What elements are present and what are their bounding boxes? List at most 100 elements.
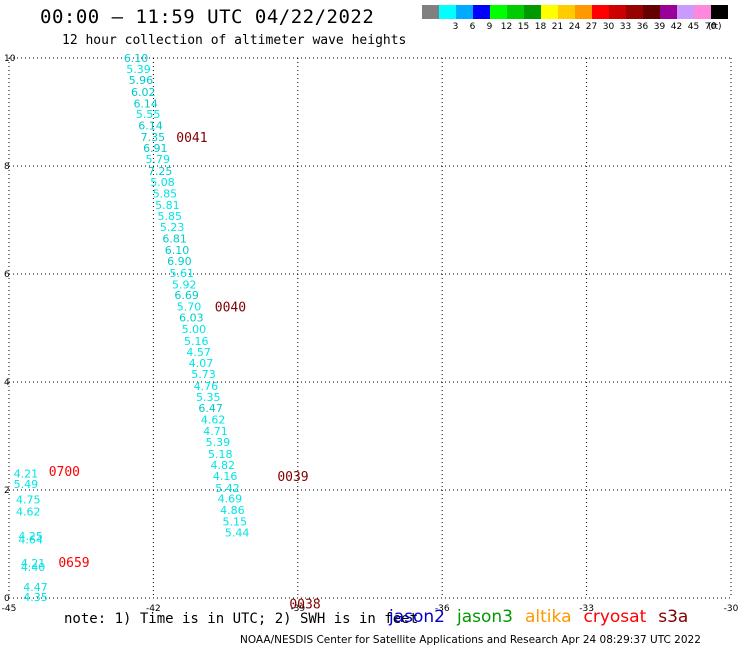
color-bin-label: 12 — [500, 22, 513, 32]
color-bin-label: 27 — [585, 22, 598, 32]
swh-value-label: 7.25 — [148, 165, 173, 178]
satellite-name: jason3 — [457, 607, 513, 627]
color-bin-label: 6 — [469, 22, 476, 32]
swh-value-label: 5.61 — [170, 267, 195, 280]
swh-value-label: 5.79 — [145, 153, 170, 166]
swh-value-label: 5.18 — [208, 448, 233, 461]
swh-value-label: 4.71 — [203, 425, 228, 438]
swh-value-label: 4.07 — [189, 357, 214, 370]
satellite-name: s3a — [658, 607, 689, 627]
time-label: 0040 — [215, 300, 246, 315]
swh-value-label: 5.73 — [191, 368, 216, 381]
color-swatch — [643, 5, 660, 19]
swh-value-label: 5.85 — [153, 188, 178, 201]
time-label: 0041 — [176, 131, 207, 146]
x-tick-label: -33 — [579, 604, 594, 614]
page-title: 00:00 – 11:59 UTC 04/22/2022 — [40, 6, 375, 28]
color-bin-label: 18 — [534, 22, 547, 32]
swh-value-label: 6.69 — [174, 289, 199, 302]
swh-value-label: 5.85 — [158, 210, 183, 223]
axes: -45 -42 -39 -36 -33 -30 0 2 4 6 8 10 — [2, 54, 739, 614]
x-tick-label: -39 — [290, 604, 305, 614]
x-tick-label: -30 — [724, 604, 739, 614]
color-swatch — [626, 5, 643, 19]
satellite-name: altika — [525, 607, 572, 627]
y-tick-label: 4 — [4, 378, 10, 388]
swh-value-label: 6.03 — [179, 312, 204, 325]
swh-value-label: 5.42 — [215, 482, 240, 495]
swh-value-label: 5.39 — [126, 63, 151, 76]
swh-value-label: 6.91 — [143, 142, 168, 155]
swh-value-label: 7.35 — [141, 131, 166, 144]
x-tick-label: -45 — [2, 604, 17, 614]
credit-line: NOAA/NESDIS Center for Satellite Applica… — [240, 634, 701, 646]
chart-note: note: 1) Time is in UTC; 2) SWH is in fe… — [64, 611, 419, 627]
color-bin-label: 24 — [568, 22, 581, 32]
color-swatch — [575, 5, 592, 19]
swh-value-label: 4.57 — [186, 346, 211, 359]
swh-value-label: 6.47 — [198, 402, 223, 415]
time-label: 0039 — [277, 470, 308, 485]
y-tick-label: 2 — [4, 486, 10, 496]
color-swatch — [592, 5, 609, 19]
swh-value-label: 4.62 — [16, 506, 41, 519]
color-swatch — [660, 5, 677, 19]
swh-value-label: 4.40 — [21, 561, 46, 574]
swh-value-label: 4.82 — [210, 459, 235, 472]
color-swatch — [541, 5, 558, 19]
color-swatch — [422, 5, 439, 19]
color-bin-label: 15 — [517, 22, 530, 32]
swh-value-label: 4.25 — [18, 530, 43, 543]
color-swatch — [558, 5, 575, 19]
swh-value-label: 6.10 — [124, 52, 149, 65]
swh-value-label: 4.75 — [16, 494, 41, 507]
color-swatch — [439, 5, 456, 19]
x-tick-label: -42 — [146, 604, 161, 614]
swh-value-label: 6.90 — [167, 255, 192, 268]
color-bin-label: 33 — [619, 22, 632, 32]
swh-value-label: 5.35 — [196, 391, 221, 404]
color-swatch — [677, 5, 694, 19]
color-bin-label: 39 — [653, 22, 666, 32]
color-bin-label: 21 — [551, 22, 564, 32]
color-bin-label: 3 — [452, 22, 459, 32]
color-bin-label: 45 — [687, 22, 700, 32]
time-label: 0700 — [49, 465, 80, 480]
color-swatch — [507, 5, 524, 19]
swh-value-label: 5.55 — [136, 108, 161, 121]
swh-value-label: 5.39 — [206, 436, 231, 449]
color-swatch — [711, 5, 728, 19]
color-bin-label: 9 — [486, 22, 493, 32]
swh-value-label: 5.92 — [172, 278, 197, 291]
swh-value-label: 6.10 — [165, 244, 190, 257]
swh-value-label: 5.16 — [184, 335, 209, 348]
swh-value-label: 5.44 — [225, 527, 250, 540]
color-bin-label: 30 — [602, 22, 615, 32]
swh-value-label: 5.81 — [155, 199, 180, 212]
time-label: 0038 — [289, 597, 320, 612]
satellite-name: jason2 — [389, 607, 445, 627]
color-swatch — [524, 5, 541, 19]
swh-value-label: 4.47 — [23, 581, 48, 594]
color-swatch — [490, 5, 507, 19]
swh-value-label: 6.81 — [162, 232, 187, 245]
color-swatch — [456, 5, 473, 19]
swh-value-label: 5.08 — [150, 176, 175, 189]
y-tick-label: 8 — [4, 162, 10, 172]
swh-value-label: 5.96 — [129, 74, 154, 87]
y-tick-label: 10 — [4, 54, 16, 64]
y-tick-label: 6 — [4, 270, 10, 280]
swh-value-label: 5.23 — [160, 221, 185, 234]
swh-value-label: 6.14 — [133, 97, 158, 110]
swh-points: 6.105.395.966.026.145.556.147.356.915.79… — [14, 52, 250, 604]
swh-value-label: 4.76 — [194, 380, 219, 393]
satellite-name: cryosat — [583, 607, 647, 627]
color-bin-label: 36 — [636, 22, 649, 32]
swh-value-label: 6.02 — [131, 86, 156, 99]
time-labels: 0041 0040 0039 0038 0700 0659 — [49, 131, 321, 613]
color-bin-label: 70 — [704, 22, 717, 32]
page-subtitle: 12 hour collection of altimeter wave hei… — [62, 33, 407, 48]
swh-value-label: 5.49 — [14, 478, 39, 491]
grid — [8, 57, 732, 599]
